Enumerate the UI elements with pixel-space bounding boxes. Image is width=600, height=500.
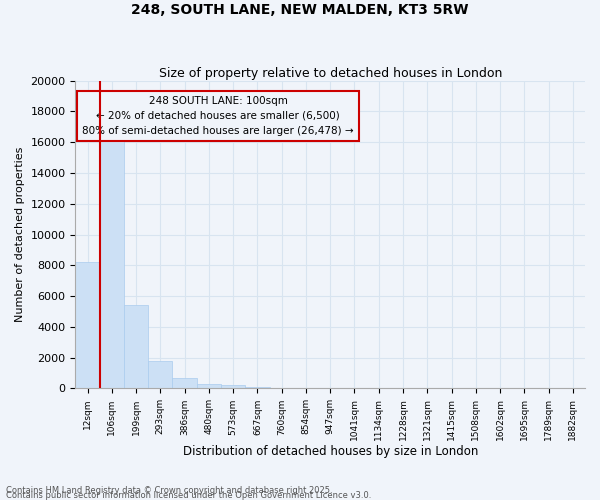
Bar <box>148 361 172 388</box>
Bar <box>221 386 245 388</box>
Bar <box>100 132 124 388</box>
Bar <box>124 306 148 388</box>
Text: 248, SOUTH LANE, NEW MALDEN, KT3 5RW: 248, SOUTH LANE, NEW MALDEN, KT3 5RW <box>131 2 469 16</box>
Bar <box>245 387 269 388</box>
Y-axis label: Number of detached properties: Number of detached properties <box>15 147 25 322</box>
Text: Contains HM Land Registry data © Crown copyright and database right 2025.: Contains HM Land Registry data © Crown c… <box>6 486 332 495</box>
Text: Contains public sector information licensed under the Open Government Licence v3: Contains public sector information licen… <box>6 490 371 500</box>
Bar <box>76 262 100 388</box>
Bar <box>172 378 197 388</box>
Text: 248 SOUTH LANE: 100sqm
← 20% of detached houses are smaller (6,500)
80% of semi-: 248 SOUTH LANE: 100sqm ← 20% of detached… <box>82 96 354 136</box>
Bar <box>197 384 221 388</box>
Title: Size of property relative to detached houses in London: Size of property relative to detached ho… <box>158 66 502 80</box>
X-axis label: Distribution of detached houses by size in London: Distribution of detached houses by size … <box>182 444 478 458</box>
